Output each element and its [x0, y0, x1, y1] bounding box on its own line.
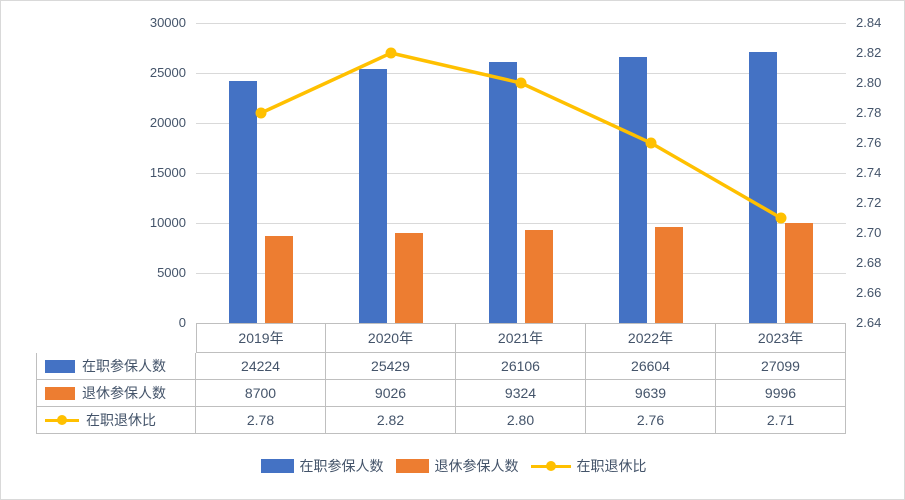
line-marker	[385, 47, 397, 59]
bar-退休参保人数	[785, 223, 813, 323]
line-marker	[255, 107, 267, 119]
bar-退休参保人数	[395, 233, 423, 323]
legend-key-swatch	[45, 386, 75, 400]
table-cell: 25429	[326, 353, 456, 380]
right-axis-tick-label: 2.64	[856, 315, 882, 330]
plot-area	[196, 23, 846, 324]
category-label: 2022年	[586, 324, 716, 353]
table-cell: 9639	[586, 380, 716, 407]
legend-item-在职退休比: 在职退休比	[530, 456, 647, 476]
right-axis-tick-label: 2.72	[856, 195, 882, 210]
legend-swatch	[260, 459, 294, 473]
right-axis-tick-label: 2.66	[856, 285, 882, 300]
table-cell: 2.76	[586, 407, 716, 434]
table-cell: 2.80	[456, 407, 586, 434]
right-axis-tick-label: 2.74	[856, 165, 882, 180]
category-label: 2020年	[326, 324, 456, 353]
legend-label: 在职退休比	[576, 458, 647, 474]
table-cell: 9324	[456, 380, 586, 407]
table-cell: 8700	[196, 380, 326, 407]
bar-在职参保人数	[749, 52, 777, 323]
left-axis-tick-label: 0	[178, 315, 186, 330]
gridline	[196, 23, 846, 24]
category-label: 2023年	[716, 324, 846, 353]
right-axis-tick-label: 2.78	[856, 105, 882, 120]
table-cell: 2.82	[326, 407, 456, 434]
legend-key-line	[45, 414, 79, 427]
table-row-label: 在职参保人数	[82, 358, 166, 374]
left-axis-tick-label: 30000	[149, 15, 186, 30]
bar-在职参保人数	[359, 69, 387, 323]
right-axis-tick-label: 2.82	[856, 45, 882, 60]
line-marker	[645, 137, 657, 149]
gridline	[196, 273, 846, 274]
right-axis-tick-label: 2.76	[856, 135, 882, 150]
gridline	[196, 223, 846, 224]
legend-item-退休参保人数: 退休参保人数	[395, 456, 519, 476]
table-cell: 24224	[196, 353, 326, 380]
table-cell: 2.71	[716, 407, 846, 434]
legend-label: 退休参保人数	[434, 458, 519, 474]
category-label: 2021年	[456, 324, 586, 353]
legend-item-在职参保人数: 在职参保人数	[260, 456, 384, 476]
table-cell: 26604	[586, 353, 716, 380]
left-axis-tick-label: 20000	[149, 115, 186, 130]
table-cell: 2.78	[196, 407, 326, 434]
table-cell: 9026	[326, 380, 456, 407]
bar-在职参保人数	[489, 62, 517, 323]
bar-在职参保人数	[229, 81, 257, 323]
legend-label: 在职参保人数	[299, 458, 384, 474]
right-axis-tick-label: 2.84	[856, 15, 882, 30]
left-axis-tick-label: 15000	[149, 165, 186, 180]
line-marker	[515, 77, 527, 89]
bar-退休参保人数	[655, 227, 683, 323]
gridline	[196, 173, 846, 174]
legend-key-swatch	[45, 359, 75, 373]
bar-退休参保人数	[525, 230, 553, 323]
table-row-label: 退休参保人数	[82, 385, 166, 401]
right-axis-tick-label: 2.70	[856, 225, 882, 240]
right-axis-tick-label: 2.80	[856, 75, 882, 90]
right-axis-tick-label: 2.68	[856, 255, 882, 270]
left-axis-tick-label: 25000	[149, 65, 186, 80]
table-row-label: 在职退休比	[86, 412, 156, 428]
bar-在职参保人数	[619, 57, 647, 323]
legend-swatch	[395, 459, 429, 473]
table-cell: 27099	[716, 353, 846, 380]
table-cell: 9996	[716, 380, 846, 407]
left-axis-tick-label: 5000	[157, 265, 186, 280]
bar-退休参保人数	[265, 236, 293, 323]
table-row-header-在职退休比: 在职退休比	[36, 407, 196, 434]
legend-line-marker	[530, 460, 571, 473]
table-row-header-退休参保人数: 退休参保人数	[36, 380, 196, 407]
left-axis-tick-label: 10000	[149, 215, 186, 230]
gridline	[196, 73, 846, 74]
gridline	[196, 123, 846, 124]
line-marker	[775, 212, 787, 224]
table-cell: 26106	[456, 353, 586, 380]
legend: 在职参保人数 退休参保人数 在职退休比	[1, 453, 904, 479]
table-row-header-在职参保人数: 在职参保人数	[36, 353, 196, 380]
line-series	[255, 47, 787, 224]
category-label: 2019年	[196, 324, 326, 353]
